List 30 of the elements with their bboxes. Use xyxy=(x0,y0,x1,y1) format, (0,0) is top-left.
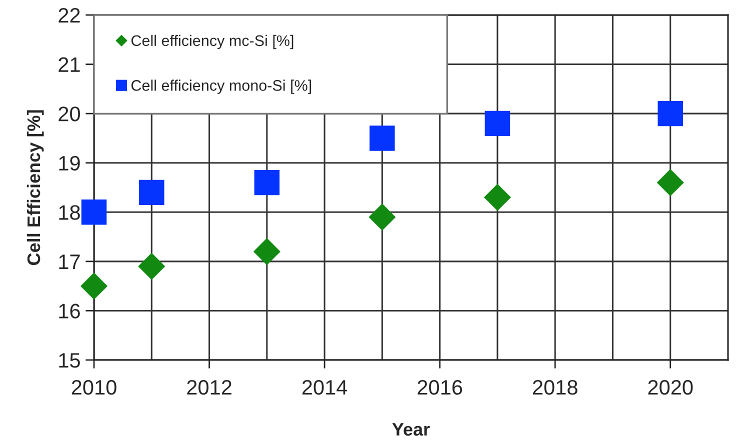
y-tick-label: 18 xyxy=(59,205,80,220)
x-tick-label: 2020 xyxy=(648,380,693,395)
x-tick-label: 2018 xyxy=(532,380,578,395)
x-axis-title: Year xyxy=(392,423,430,436)
point xyxy=(138,252,166,280)
x-tick-label: 2010 xyxy=(72,380,116,395)
y-tick-label: 19 xyxy=(59,156,80,171)
y-tick-label: 16 xyxy=(59,304,80,318)
point xyxy=(370,126,395,151)
point xyxy=(80,272,108,300)
point xyxy=(253,238,280,266)
y-axis-title: Cell Efficiency [%] xyxy=(26,110,44,266)
legend-label: Cell efficiency mono-Si [%] xyxy=(131,80,312,94)
x-tick-label: 2012 xyxy=(187,380,232,395)
point xyxy=(656,169,684,196)
y-tick-label: 22 xyxy=(58,8,80,23)
y-tick-label: 17 xyxy=(59,254,80,269)
point xyxy=(81,200,107,225)
x-tick-label: 2014 xyxy=(302,380,348,395)
y-tick-label: 20 xyxy=(58,106,80,122)
point xyxy=(484,184,511,211)
point xyxy=(658,100,683,126)
point xyxy=(139,180,164,206)
y-tick-label: 21 xyxy=(58,57,80,72)
point xyxy=(368,204,396,231)
legend-label: Cell efficiency mc-Si [%] xyxy=(131,34,294,50)
x-tick-label: 2016 xyxy=(418,380,462,395)
point xyxy=(484,110,510,136)
point xyxy=(254,170,280,196)
y-tick-label: 15 xyxy=(59,353,80,368)
